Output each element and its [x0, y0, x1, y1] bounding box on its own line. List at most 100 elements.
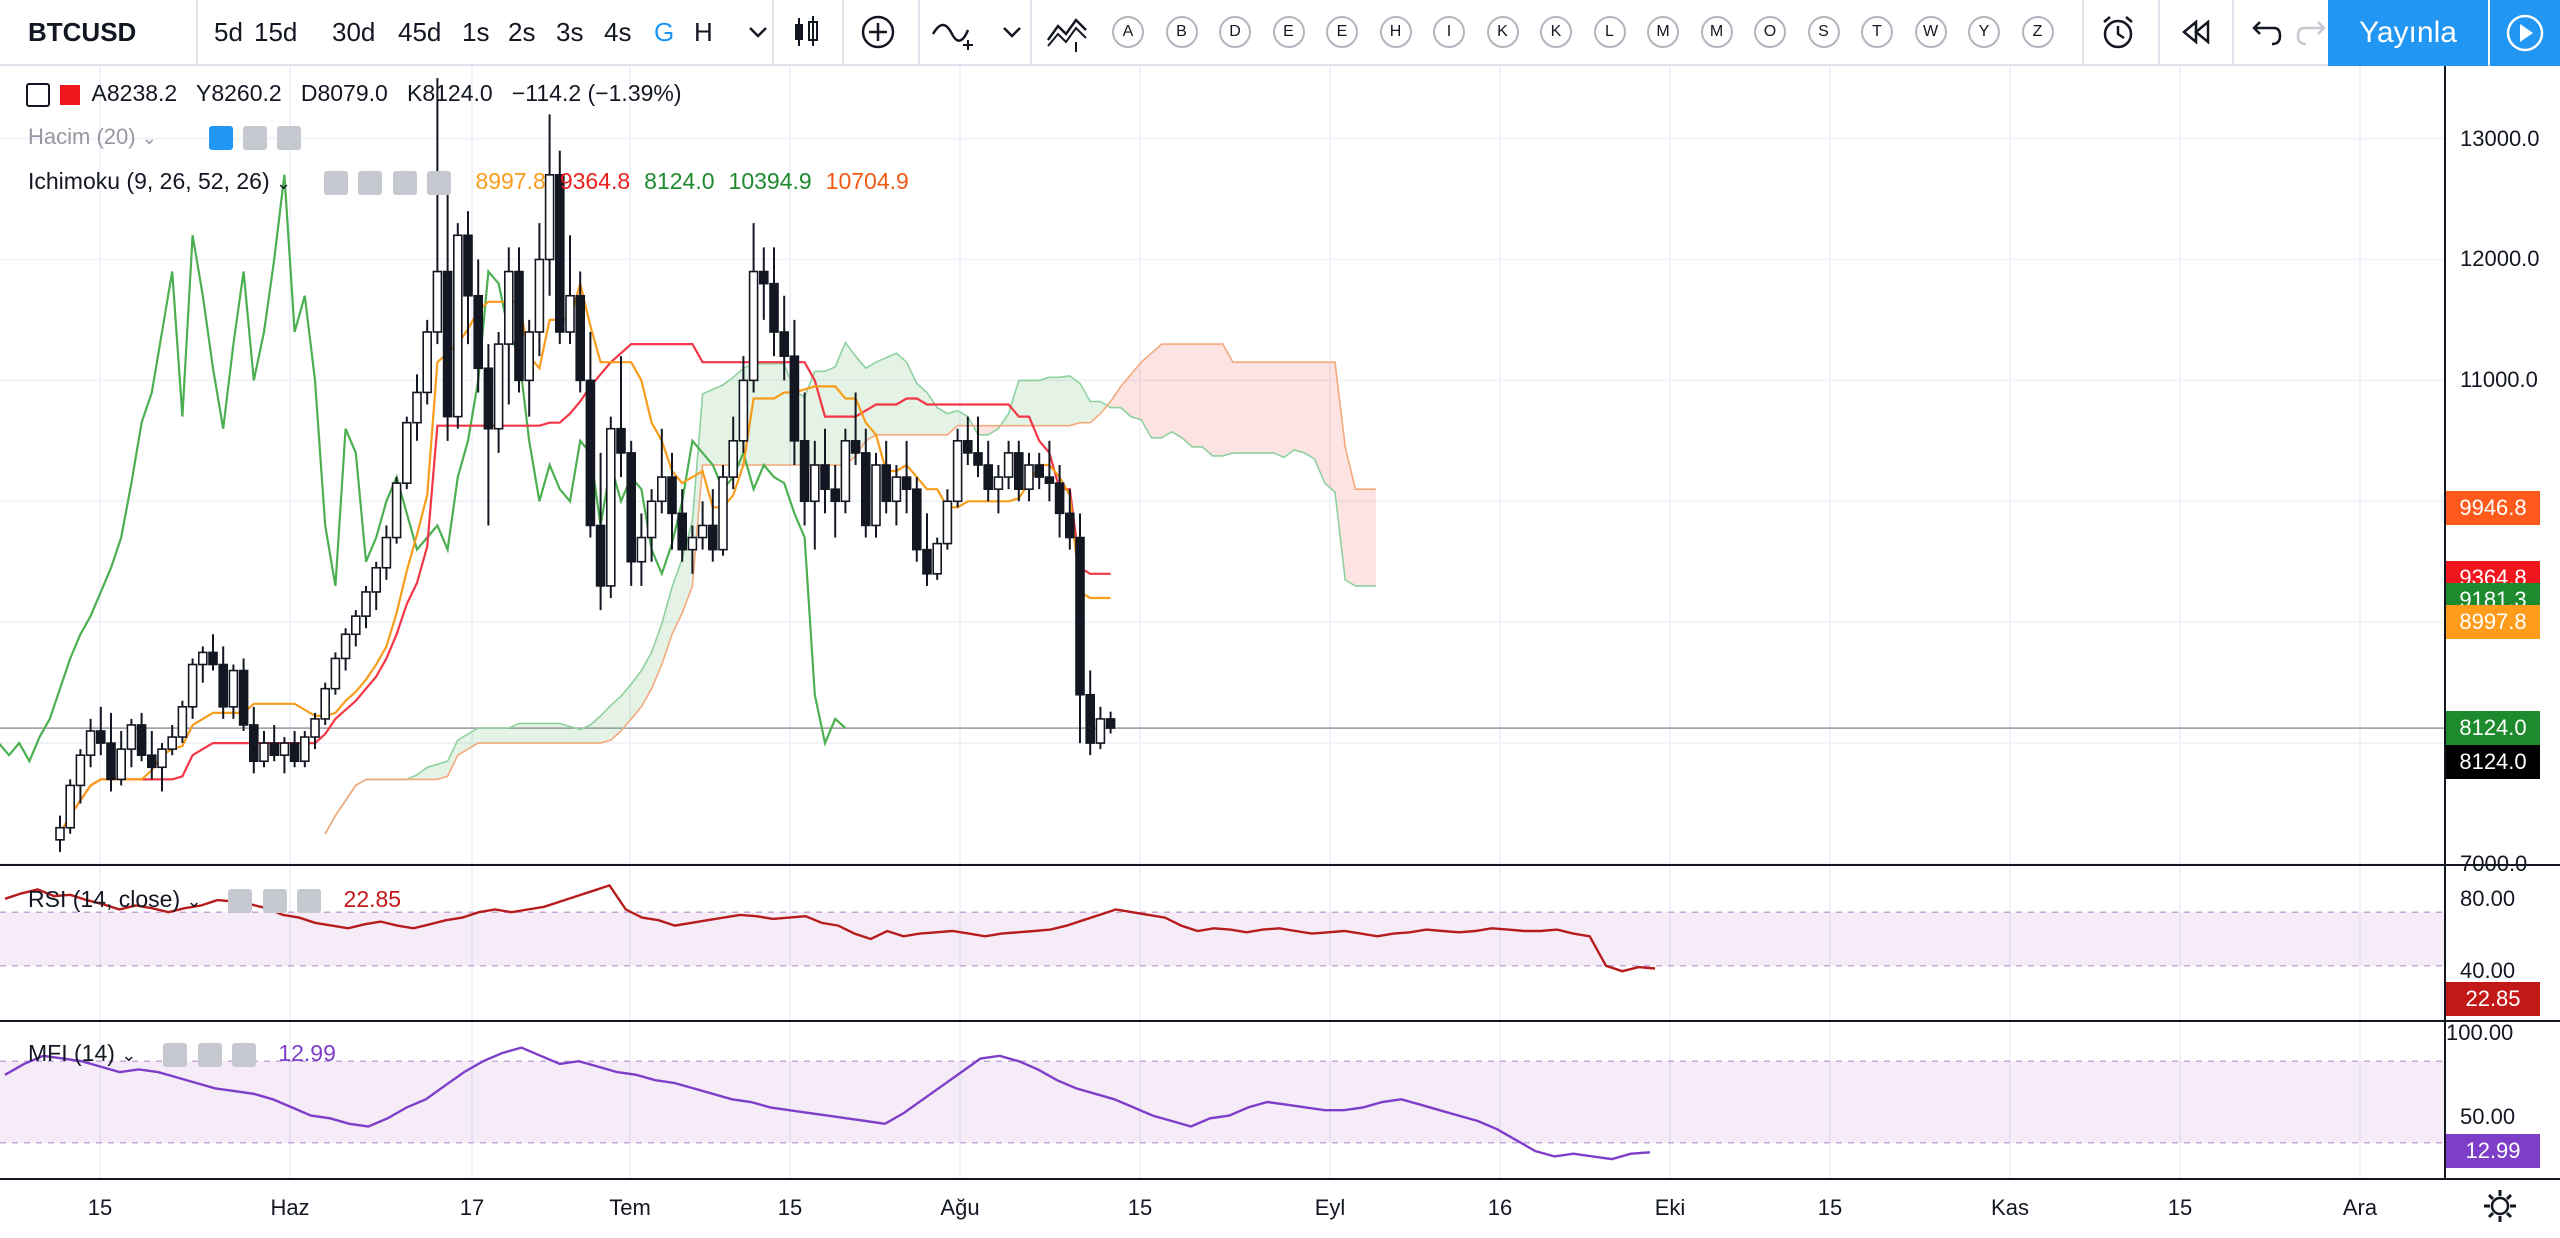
- close-icon[interactable]: [231, 1042, 256, 1067]
- candle: [310, 712, 320, 750]
- ichimoku-cloud-segment: [1131, 362, 1142, 420]
- alert-letter-H[interactable]: H: [1379, 16, 1412, 48]
- chart-area[interactable]: A8238.2 Y8260.2 D8079.0 K8124.0 −114.2 (…: [0, 66, 2560, 1238]
- eye-icon[interactable]: [323, 170, 348, 195]
- candle: [952, 428, 963, 508]
- ichimoku-lagging-span: [0, 174, 847, 764]
- ichimoku-cloud-segment: [1294, 362, 1305, 453]
- settings-icon[interactable]: [262, 888, 287, 913]
- settings-icon[interactable]: [243, 126, 268, 151]
- ichimoku-value-2: 8124.0: [644, 168, 715, 194]
- candle: [483, 344, 494, 526]
- candle: [238, 658, 249, 731]
- alert-clock-icon[interactable]: [2098, 12, 2138, 52]
- play-icon[interactable]: [2490, 0, 2560, 66]
- alert-letter-S[interactable]: S: [1807, 16, 1840, 48]
- replay-icon[interactable]: [2176, 12, 2216, 52]
- eye-icon[interactable]: [228, 888, 253, 913]
- interval-3s[interactable]: 3s: [556, 17, 584, 47]
- ichimoku-legend-label[interactable]: Ichimoku (9, 26, 52, 26): [28, 168, 270, 194]
- close-icon[interactable]: [297, 888, 322, 913]
- interval-45d[interactable]: 45d: [398, 17, 442, 47]
- alert-letter-O[interactable]: O: [1754, 16, 1786, 48]
- interval-4s[interactable]: 4s: [604, 17, 632, 47]
- interval-15d[interactable]: 15d: [254, 17, 298, 47]
- ichimoku-cloud-segment: [651, 623, 662, 689]
- candle: [1085, 670, 1095, 756]
- alert-letter-K[interactable]: K: [1486, 16, 1519, 48]
- interval-H[interactable]: H: [694, 17, 713, 47]
- ichimoku-cloud-segment: [437, 761, 448, 780]
- candle: [1095, 706, 1106, 750]
- alert-letter-E[interactable]: E: [1326, 16, 1358, 48]
- alert-letter-W[interactable]: W: [1914, 16, 1947, 48]
- undo-icon[interactable]: [2244, 12, 2284, 52]
- alert-letter-A[interactable]: A: [1112, 16, 1144, 48]
- candle: [452, 223, 463, 429]
- alert-letter-T[interactable]: T: [1861, 16, 1893, 48]
- candles-style-icon[interactable]: [786, 12, 826, 52]
- indicators-dropdown-icon[interactable]: [992, 12, 1032, 52]
- alert-letter-Y[interactable]: Y: [1968, 16, 2000, 48]
- time-axis[interactable]: 15 Haz 17 Tem 15 Ağu 15 Eyl 16 Eki 15 Kas 15 Ara: [0, 1180, 2444, 1238]
- chevron-down-icon[interactable]: ⌄: [121, 1045, 137, 1065]
- time-axis-tick-Haz: Haz: [270, 1195, 310, 1220]
- interval-30d[interactable]: 30d: [332, 17, 376, 47]
- ichimoku-cloud-segment: [610, 696, 621, 741]
- indicators-icon[interactable]: [930, 12, 980, 52]
- time-axis-tick-17: 17: [459, 1195, 485, 1220]
- interval-2s[interactable]: 2s: [508, 17, 536, 47]
- collapse-legend-icon[interactable]: [26, 82, 50, 107]
- candle: [993, 465, 1004, 514]
- interval-G[interactable]: G: [654, 17, 675, 47]
- rsi-pane-divider[interactable]: [0, 864, 2560, 866]
- ichimoku-cloud-segment: [947, 410, 958, 435]
- ichimoku-cloud-segment: [1365, 489, 1376, 586]
- candle: [605, 416, 616, 598]
- ichimoku-cloud-segment: [1263, 362, 1274, 453]
- settings-icon[interactable]: [197, 1042, 222, 1067]
- source-code-icon[interactable]: [392, 170, 417, 195]
- publish-button[interactable]: Yayınla: [2328, 0, 2488, 66]
- interval-1s[interactable]: 1s: [462, 17, 490, 47]
- ichimoku-cloud-segment: [570, 726, 581, 744]
- alert-letter-L[interactable]: L: [1593, 16, 1626, 48]
- rsi-line: [4, 883, 1656, 973]
- chevron-down-icon[interactable]: ⌄: [186, 891, 202, 911]
- alert-letter-D[interactable]: D: [1219, 16, 1251, 48]
- candle: [728, 416, 739, 490]
- alert-letter-K[interactable]: K: [1540, 16, 1572, 48]
- alert-letter-B[interactable]: B: [1165, 16, 1198, 48]
- interval-5d[interactable]: 5d: [214, 17, 243, 47]
- time-axis-tick-15: 15: [777, 1195, 803, 1220]
- alert-letter-Z[interactable]: Z: [2021, 16, 2054, 48]
- mfi-legend-label[interactable]: MFI (14): [28, 1040, 115, 1066]
- chevron-down-icon[interactable]: ⌄: [276, 173, 292, 193]
- settings-icon[interactable]: [358, 170, 383, 195]
- interval-dropdown-icon[interactable]: [738, 12, 778, 52]
- mfi-pane-divider[interactable]: [0, 1020, 2560, 1022]
- templates-icon[interactable]: [1046, 12, 1090, 52]
- candle: [820, 428, 830, 514]
- red-flag-icon[interactable]: [60, 84, 81, 105]
- hide-eye-icon[interactable]: [209, 126, 234, 151]
- candle: [412, 374, 422, 441]
- alert-letter-E[interactable]: E: [1272, 16, 1305, 48]
- alert-letter-M[interactable]: M: [1647, 16, 1679, 48]
- compare-add-icon[interactable]: [858, 12, 898, 52]
- alert-letter-I[interactable]: I: [1433, 16, 1465, 48]
- chevron-down-icon[interactable]: ⌄: [141, 128, 157, 148]
- ichimoku-cloud-segment: [1161, 344, 1172, 438]
- symbol-search-button[interactable]: BTCUSD: [28, 17, 137, 47]
- price-chart-canvas[interactable]: [0, 66, 2560, 1180]
- close-icon[interactable]: [427, 170, 452, 195]
- volume-legend-label[interactable]: Hacim (20): [28, 124, 136, 149]
- alert-letter-M[interactable]: M: [1700, 16, 1733, 48]
- redo-icon[interactable]: [2294, 12, 2334, 52]
- eye-icon[interactable]: [163, 1042, 188, 1067]
- rsi-legend-label[interactable]: RSI (14, close): [28, 886, 181, 912]
- ichimoku-cloud-segment: [1141, 353, 1152, 438]
- close-icon[interactable]: [277, 126, 302, 151]
- gear-icon[interactable]: [2480, 1186, 2520, 1226]
- candle: [208, 634, 218, 671]
